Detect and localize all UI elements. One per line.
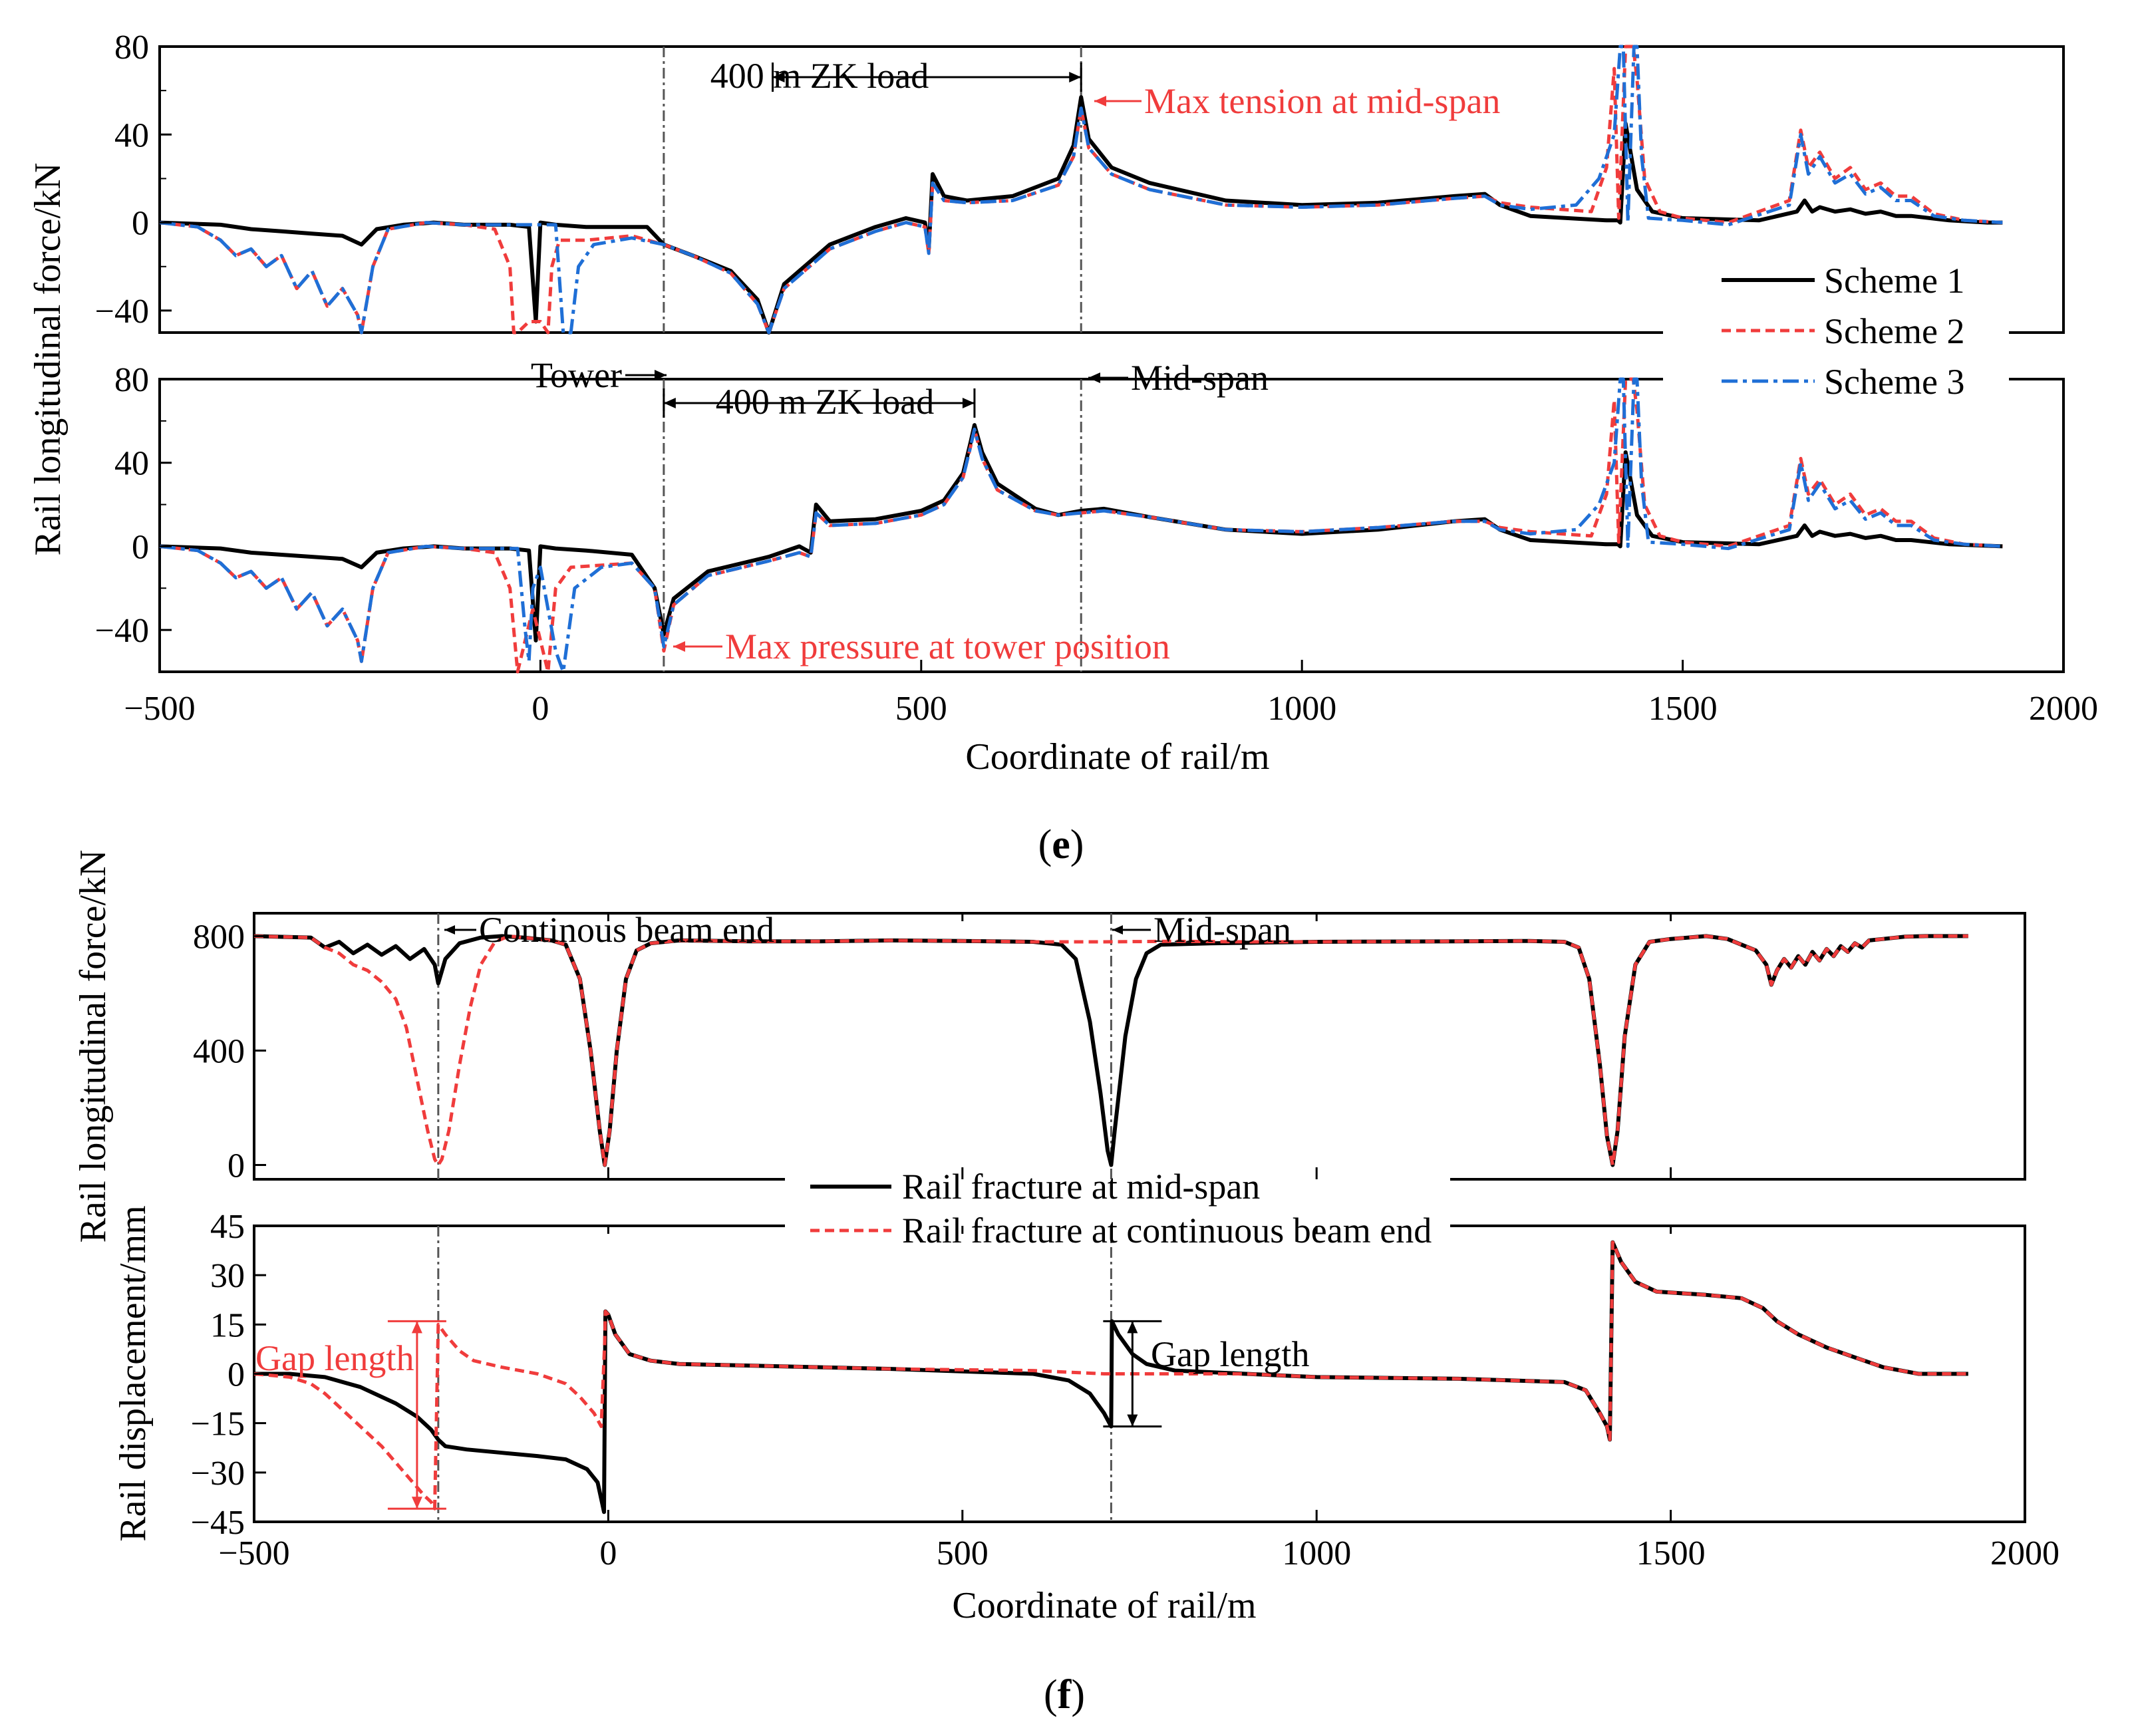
e-upper-series-scheme-3 — [159, 45, 2003, 335]
e-upper-max-arrowhead — [1094, 96, 1106, 106]
f-upper-ylabel: Rail longitudinal force/kN — [73, 850, 114, 1243]
f-lower-xtick-label: 1500 — [1636, 1534, 1706, 1572]
e-panel-label: (e) — [1038, 822, 1084, 867]
f-lower-series — [253, 1226, 1968, 1522]
e-upper-series — [159, 45, 2003, 335]
e-upper-load-arrowhead — [772, 72, 785, 82]
e-lower-ytick-label: 80 — [114, 361, 149, 399]
f-lower-xtick-label: −500 — [218, 1534, 289, 1572]
e-lower-max-arrowhead — [673, 641, 685, 652]
legend-label-midspan: Rail fracture at mid-span — [902, 1167, 1260, 1207]
f-gap-markers — [387, 1320, 1162, 1510]
f-lower-xtick-label: 1000 — [1282, 1534, 1351, 1572]
e-lower-series — [159, 377, 2003, 674]
legend-label-scheme-2: Scheme 2 — [1824, 311, 1964, 351]
e-lower-load-label: 400 m ZK load — [716, 382, 934, 422]
f-legend-mask — [785, 1171, 1450, 1257]
e-upper-max-label: Max tension at mid-span — [1144, 81, 1500, 121]
f-gap-right-arrowhead — [1127, 1414, 1138, 1427]
e-xlabel: Coordinate of rail/m — [965, 736, 1269, 778]
f-upper-ytick-label: 800 — [193, 918, 245, 956]
f-gap-right-label: Gap length — [1151, 1334, 1309, 1374]
f-midspan-label: Mid-span — [1153, 910, 1291, 950]
e-midspan-arrowhead — [1088, 372, 1100, 383]
f-axes: 800 400 0 45 30 15 0 −15 −30 −45−500 0 500 1000 1500 2… — [191, 913, 2059, 1572]
e-axes: 80 40 0 −40 80 40 0 −40 −500 0 500 1000 1500 2000 — [95, 29, 2098, 728]
legend-label-scheme-1: Scheme 1 — [1824, 261, 1964, 301]
f-lower-series-rail-fracture-at-mid-span — [254, 1240, 1968, 1515]
e-xtick-label: 0 — [532, 690, 549, 728]
f-lower-ytick-label: −45 — [191, 1504, 245, 1542]
e-upper-ytick-label: −40 — [95, 293, 149, 331]
f-lower-series-rail-fracture-at-continuous-beam-end — [253, 1240, 1968, 1511]
f-legend: Rail fracture at mid-span Rail fracture … — [810, 1167, 1432, 1250]
panel-e-upper-frame — [158, 45, 2065, 334]
e-upper-ytick-label: 40 — [114, 116, 149, 154]
e-xtick-label: 2000 — [2029, 690, 2098, 728]
f-lower-ytick-label: 30 — [210, 1257, 245, 1295]
e-xtick-label: 1000 — [1267, 690, 1336, 728]
f-lower-ytick-label: 45 — [210, 1208, 245, 1246]
e-ylabel: Rail longitudinal force/kN — [27, 163, 69, 556]
e-panel-letter: e — [1052, 822, 1070, 867]
f-upper-series — [253, 913, 1968, 1179]
f-beam-end-label: Continous beam end — [479, 910, 774, 950]
f-upper-series-rail-fracture-at-continuous-beam-end — [253, 934, 1968, 1167]
e-midspan-label: Mid-span — [1131, 358, 1269, 398]
legend-label-scheme-3: Scheme 3 — [1824, 362, 1964, 402]
e-lower-series-scheme-3 — [159, 377, 2003, 674]
f-lower-ylabel: Rail displacement/mm — [112, 1205, 154, 1541]
f-lower-ytick-label: 15 — [210, 1306, 245, 1344]
e-lower-ytick-label: 40 — [114, 445, 149, 483]
f-lower-ytick-label: −15 — [191, 1405, 245, 1443]
e-upper-load-span: 400 m ZK load — [710, 56, 1082, 96]
f-panel-label: (f) — [1044, 1672, 1085, 1717]
f-lower-xtick-label: 2000 — [1990, 1534, 2059, 1572]
e-tower-arrowhead — [655, 370, 667, 380]
e-tower-label: Tower — [531, 355, 622, 395]
e-lower-load-arrowhead — [962, 398, 975, 408]
f-beam-end-arrowhead — [444, 925, 455, 935]
f-xlabel: Coordinate of rail/m — [952, 1585, 1256, 1626]
f-gap-left-arrowhead — [411, 1497, 422, 1509]
e-upper-ytick-label: 80 — [114, 29, 149, 67]
e-xtick-label: 500 — [895, 690, 947, 728]
legend-label-beam-end: Rail fracture at continuous beam end — [902, 1211, 1432, 1250]
f-midspan-arrowhead — [1112, 925, 1123, 935]
f-lower-ytick-label: −30 — [191, 1455, 245, 1493]
f-upper-ytick-label: 400 — [193, 1032, 245, 1070]
e-lower-ytick-label: −40 — [95, 612, 149, 650]
panel-f-lower-frame — [253, 1225, 2026, 1523]
e-upper-load-label: 400 m ZK load — [710, 56, 929, 96]
panel-e-lower-frame — [158, 378, 2065, 673]
e-xtick-label: −500 — [124, 690, 195, 728]
f-gap-right-arrowhead — [1127, 1321, 1138, 1334]
f-upper-ytick-label: 0 — [228, 1147, 245, 1185]
f-lower-xtick-label: 500 — [937, 1534, 989, 1572]
e-lower-max-label: Max pressure at tower position — [725, 627, 1170, 666]
e-upper-load-arrowhead — [1069, 72, 1082, 82]
panel-f: 800 400 0 45 30 15 0 −15 −30 −45−500 0 500 1000 1500 2… — [73, 850, 2059, 1717]
panel-e: 80 40 0 −40 80 40 0 −40 −500 0 500 1000 1500 2000 Tow… — [27, 29, 2098, 867]
f-gap-left-label: Gap length — [255, 1338, 414, 1378]
e-lower-ytick-label: 0 — [132, 528, 149, 566]
f-lower-ytick-label: 0 — [228, 1356, 245, 1394]
e-lower-load-span: 400 m ZK load — [663, 382, 976, 422]
f-lower-xtick-label: 0 — [599, 1534, 617, 1572]
legend-mask — [1663, 259, 2009, 392]
e-xtick-label: 1500 — [1648, 690, 1718, 728]
e-legend: Scheme 1 Scheme 2 Scheme 3 — [1722, 261, 1964, 402]
f-gap-left-arrowhead — [411, 1321, 422, 1334]
e-upper-ytick-label: 0 — [132, 205, 149, 243]
e-lower-load-arrowhead — [663, 398, 676, 408]
f-panel-letter: f — [1058, 1672, 1072, 1717]
